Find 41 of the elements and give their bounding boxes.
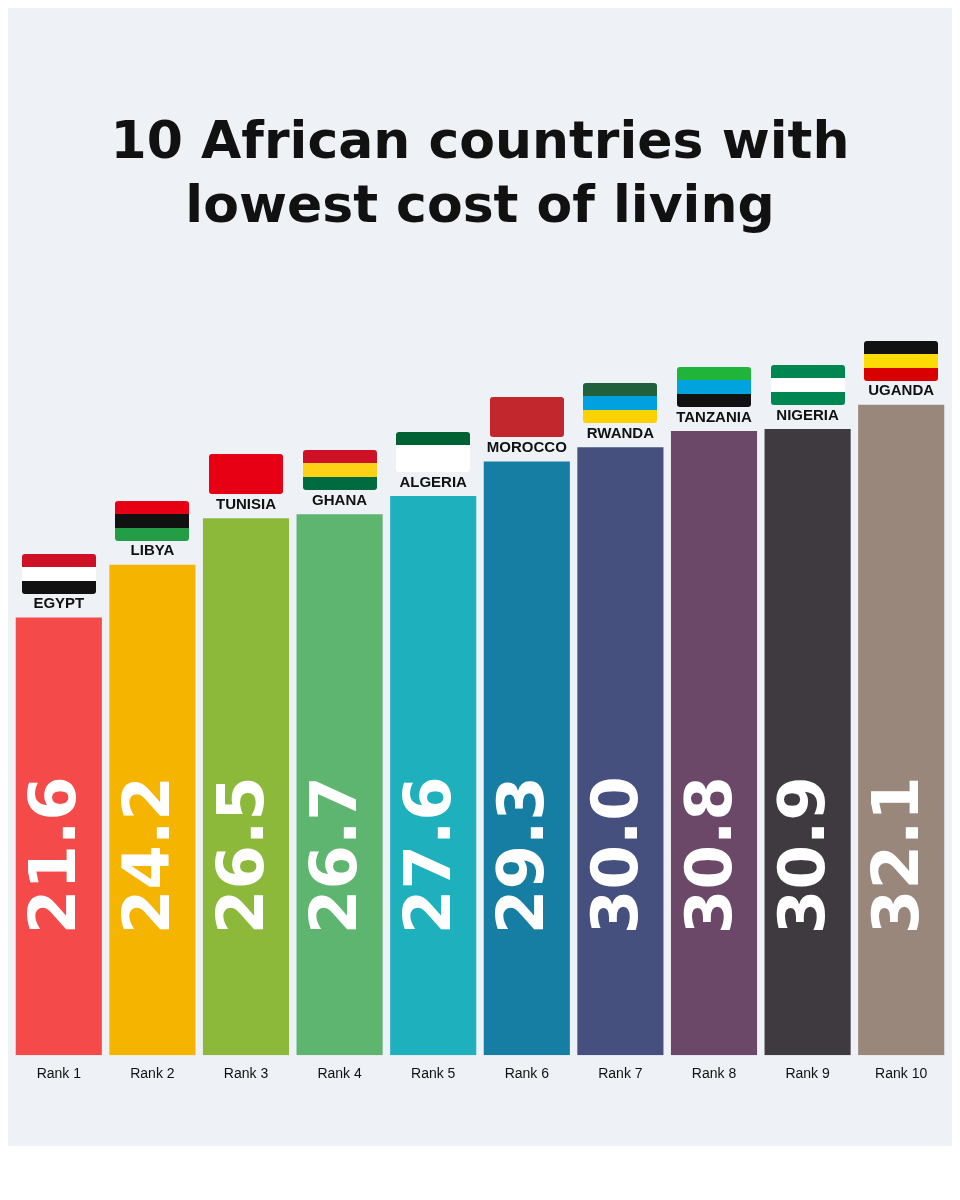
bar [202,518,290,1056]
annotation: RWANDA [586,423,655,441]
annotation: MOROCCO [486,438,568,456]
x-tick-label: Rank 6 [504,1065,550,1082]
annotation: EGYPT [33,594,85,612]
annotation: TANZANIA [676,407,752,425]
data-label: 24.2 [110,776,185,935]
x-tick-label: Rank 2 [130,1065,175,1082]
annotation: LIBYA [130,541,175,559]
x-tick-label: Rank 9 [785,1065,830,1082]
data-label: 27.6 [390,776,465,935]
x-tick-label: Rank 1 [36,1065,82,1082]
bar [670,431,758,1056]
data-label: 30.8 [671,776,746,935]
bar [577,447,664,1056]
x-tick-label: Rank 4 [317,1065,362,1082]
x-tick-label: Rank 7 [598,1065,643,1082]
data-label: 21.6 [16,776,91,935]
x-tick-label: Rank 5 [411,1065,456,1082]
bar [764,429,851,1056]
annotation: ALGERIA [399,472,468,490]
chart-title: 10 African countries with lowest cost of living [109,109,851,236]
bar [483,461,570,1056]
annotation: NIGERIA [776,405,840,423]
data-label: 26.5 [203,776,278,935]
bar [296,514,383,1056]
annotation: UGANDA [868,381,935,399]
x-tick-label: Rank 8 [691,1065,737,1082]
x-tick-label: Rank 10 [875,1065,928,1082]
bar [15,617,102,1056]
bar [109,564,196,1056]
data-label: 30.0 [578,776,653,935]
annotation: GHANA [312,490,368,508]
x-tick-label: Rank 3 [223,1065,269,1082]
data-label: 26.7 [297,776,372,935]
data-label: 30.9 [765,776,840,935]
bar [858,404,945,1056]
bar [390,495,477,1056]
data-label: 32.1 [858,776,933,935]
annotation: TUNISIA [216,494,277,512]
data-label: 29.3 [484,776,559,935]
